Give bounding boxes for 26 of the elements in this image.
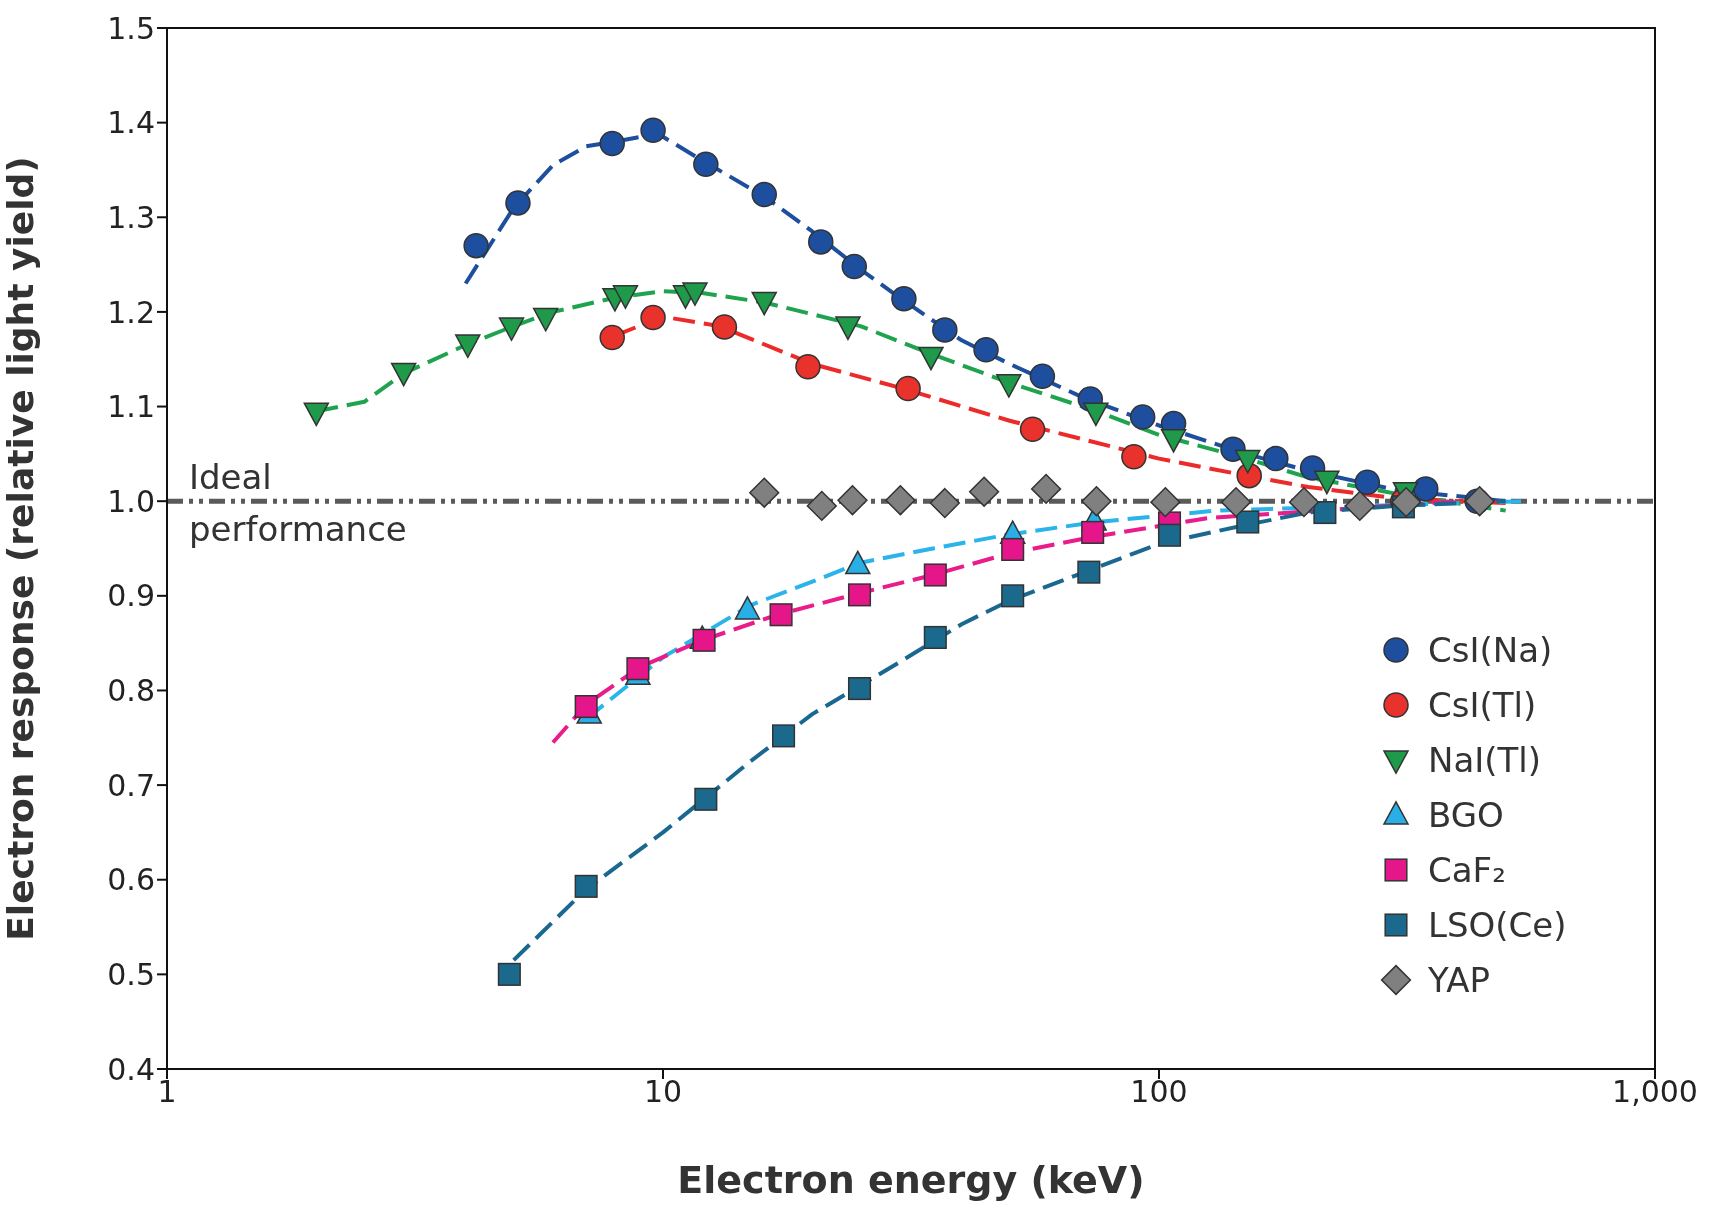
x-tick-label: 100 xyxy=(1130,1074,1188,1110)
legend-label: CsI(Tl) xyxy=(1428,684,1537,725)
y-tick-label: 0.5 xyxy=(107,957,155,993)
y-tick-label: 0.8 xyxy=(107,673,155,709)
y-tick-label: 0.9 xyxy=(107,578,155,614)
y-axis-title: Electron response (relative light yield) xyxy=(0,156,41,941)
legend-label: CsI(Na) xyxy=(1428,629,1553,670)
x-tick-label: 1 xyxy=(157,1074,177,1110)
y-tick-label: 0.6 xyxy=(107,862,155,898)
x-tick-label: 1,000 xyxy=(1612,1074,1698,1110)
y-tick-label: 1.5 xyxy=(107,10,155,46)
legend-label: YAP xyxy=(1428,959,1490,1000)
legend-label: CaF₂ xyxy=(1428,849,1506,890)
ref-line-label: Ideal performance xyxy=(189,457,407,550)
y-tick-label: 1.3 xyxy=(107,199,155,235)
legend-label: NaI(Tl) xyxy=(1428,739,1542,780)
legend-label: BGO xyxy=(1428,794,1504,835)
y-tick-label: 1.4 xyxy=(107,105,155,141)
x-tick-label: 10 xyxy=(643,1074,683,1110)
legend-label: LSO(Ce) xyxy=(1428,904,1567,945)
y-tick-label: 1.1 xyxy=(107,389,155,425)
y-tick-label: 1.0 xyxy=(107,483,155,519)
y-tick-label: 0.4 xyxy=(107,1051,155,1087)
y-tick-label: 1.2 xyxy=(107,294,155,330)
y-tick-label: 0.7 xyxy=(107,767,155,803)
x-axis-title: Electron energy (keV) xyxy=(677,1158,1145,1202)
